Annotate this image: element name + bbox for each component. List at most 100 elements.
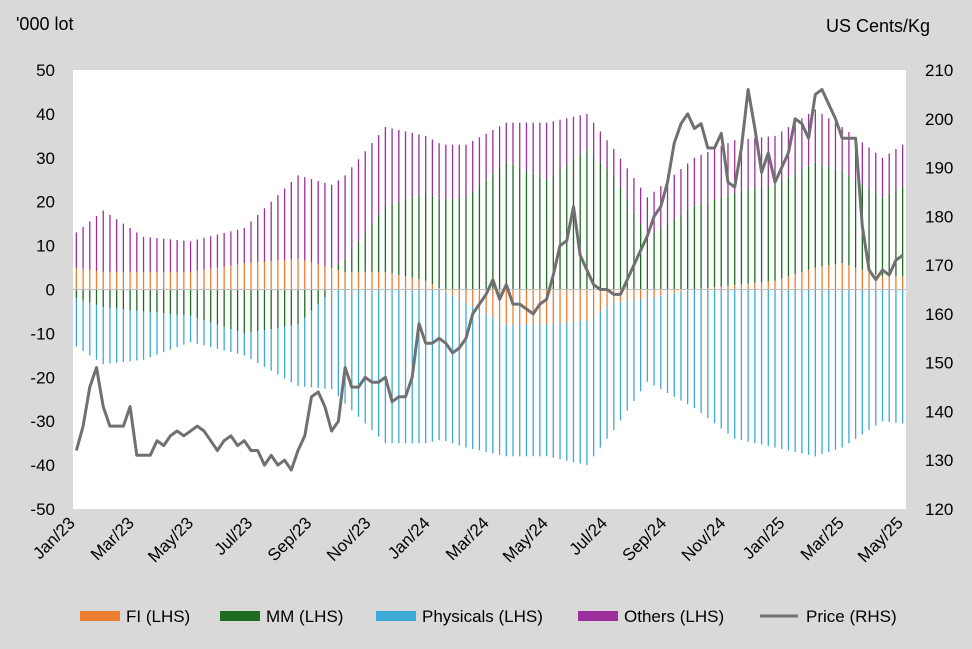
bar-mm-11 [149,289,151,313]
bar-physicals-119 [875,289,877,426]
bar-mm-74 [572,159,575,290]
bar-physicals-96 [720,289,722,429]
bar-physicals-21 [216,324,219,349]
bar-fi-5 [109,271,111,290]
bar-others-48 [398,130,400,202]
bar-mm-44 [371,223,373,272]
bar-physicals-11 [149,312,151,358]
bar-mm-29 [270,289,272,330]
bar-others-35 [310,179,313,263]
bar-mm-73 [566,164,568,290]
left-tick-label: -20 [30,368,55,387]
legend-label-physicals: Physicals (LHS) [422,607,543,626]
bar-physicals-92 [693,289,696,409]
bar-others-80 [613,149,615,176]
bar-physicals-113 [834,289,837,450]
bar-mm-95 [713,199,716,288]
bar-mm-9 [136,289,138,311]
bar-mm-22 [223,289,225,327]
bar-mm-7 [122,289,125,310]
bar-mm-33 [297,289,299,325]
bar-mm-46 [384,206,387,272]
bar-mm-70 [545,179,548,290]
bar-fi-90 [680,289,682,293]
bar-others-94 [707,151,709,202]
bar-physicals-85 [646,298,649,382]
bar-fi-2 [89,269,91,290]
bar-physicals-8 [129,309,131,362]
bar-mm-86 [653,232,655,290]
bar-physicals-3 [95,304,98,360]
bar-physicals-118 [868,289,870,430]
bar-mm-64 [505,162,507,290]
bar-physicals-38 [330,290,333,390]
bar-others-43 [364,151,366,233]
bar-physicals-29 [270,329,272,371]
legend-item-mm: MM (LHS) [220,607,343,626]
bar-mm-59 [472,191,474,290]
bar-physicals-99 [740,289,743,441]
bar-fi-80 [613,289,615,303]
bar-fi-86 [653,289,655,298]
price-line [74,88,904,472]
bar-others-79 [606,140,608,169]
bar-others-6 [116,219,118,272]
bar-mm-116 [854,179,857,268]
bar-others-2 [89,221,91,270]
bar-fi-43 [364,271,366,290]
bar-physicals-13 [163,313,165,353]
bar-fi-33 [297,258,299,290]
bar-physicals-26 [250,332,252,360]
bar-others-20 [210,236,212,269]
bar-mm-114 [841,170,843,264]
bar-physicals-81 [619,301,622,421]
right-tick-label: 150 [925,354,953,373]
bar-fi-68 [532,289,534,325]
bar-others-56 [451,144,454,199]
right-tick-label: 180 [925,207,953,226]
bar-physicals-60 [478,309,481,451]
bar-others-69 [539,122,541,177]
right-tick-label: 120 [925,500,953,519]
bar-physicals-34 [304,317,306,387]
bar-mm-63 [498,168,501,290]
bar-physicals-33 [297,324,299,387]
bar-others-53 [431,139,434,196]
bar-fi-38 [330,268,333,290]
right-tick-label: 160 [925,305,953,324]
bar-fi-52 [425,280,427,290]
bar-physicals-51 [418,289,420,444]
bar-others-93 [700,154,702,204]
bar-physicals-64 [505,324,507,457]
bar-fi-123 [901,276,904,290]
bar-others-9 [136,232,138,272]
bar-fi-103 [767,281,769,290]
bar-mm-40 [344,258,346,272]
bar-others-116 [854,137,857,180]
bar-mm-50 [411,197,413,278]
bar-others-50 [411,132,413,198]
bar-others-102 [760,137,763,188]
bar-mm-48 [398,201,400,275]
bar-physicals-86 [653,297,655,386]
bar-fi-64 [505,289,507,325]
bar-mm-42 [357,241,360,272]
bar-fi-11 [149,271,151,290]
bar-fi-16 [183,271,185,290]
bar-physicals-42 [357,289,360,417]
bar-physicals-91 [687,290,689,405]
bar-others-104 [774,135,776,185]
bar-physicals-35 [310,310,313,388]
bar-physicals-109 [807,289,810,455]
bar-mm-60 [478,185,481,290]
bar-physicals-66 [519,324,521,457]
bar-fi-88 [666,289,669,295]
bar-others-17 [189,241,192,272]
bar-mm-88 [666,223,669,290]
bar-fi-58 [465,289,467,303]
bar-others-105 [781,131,783,181]
bar-mm-107 [794,173,796,275]
bar-mm-87 [660,228,662,290]
bar-mm-16 [183,289,185,316]
bar-others-78 [599,131,601,163]
